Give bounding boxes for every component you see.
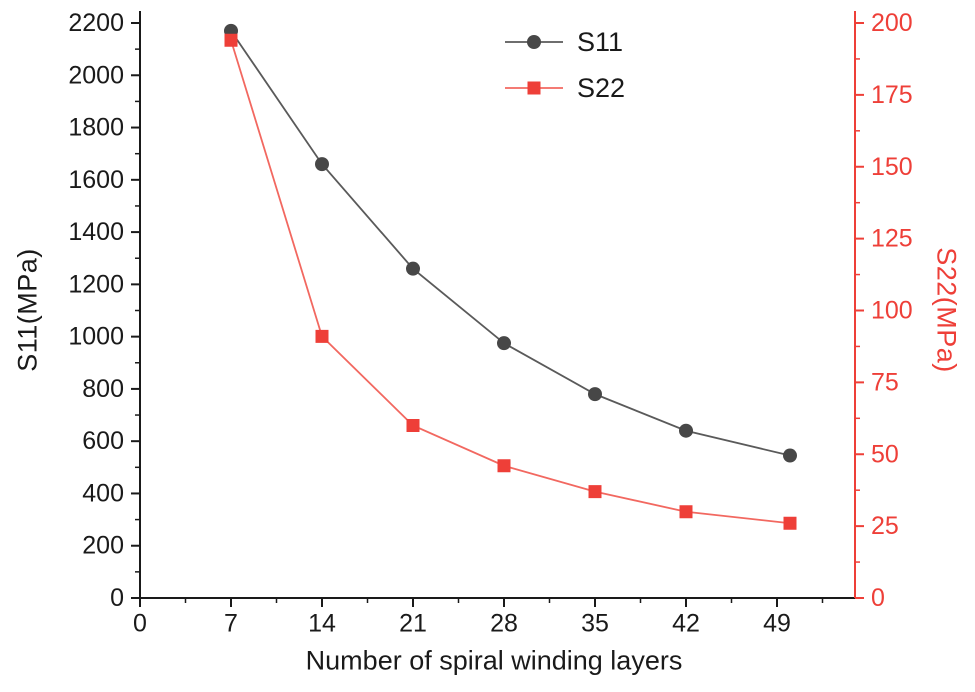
left-tick-label: 1600: [68, 166, 124, 194]
series-line-s22: [230, 39, 791, 525]
data-point-s22: [406, 419, 420, 432]
data-point-s22: [679, 505, 693, 519]
right-tick-label: 125: [871, 225, 913, 253]
data-point-s22: [783, 516, 797, 530]
data-point-s22: [588, 485, 602, 499]
left-tick-label: 600: [82, 427, 124, 455]
x-tick-label: 42: [672, 610, 700, 638]
data-point-s11: [783, 448, 797, 463]
s11-line-circle-marker-icon: [505, 35, 563, 49]
legend-item-s11: S11: [505, 24, 625, 60]
right-tick-label: 150: [871, 153, 913, 181]
data-point-s11: [588, 387, 602, 402]
data-point-s11: [497, 336, 511, 351]
left-tick-label: 1400: [68, 218, 124, 246]
right-tick-label: 25: [871, 512, 899, 540]
x-tick-label: 28: [490, 610, 518, 638]
x-tick-label: 35: [581, 610, 609, 638]
data-point-s11: [315, 157, 329, 172]
x-tick-label: 7: [224, 610, 238, 638]
right-axis-title: S22(MPa): [931, 247, 962, 373]
data-point-s22: [497, 459, 511, 473]
left-tick-label: 200: [82, 532, 124, 560]
legend-label-s22: S22: [577, 72, 626, 103]
legend-item-s22: S22: [505, 70, 625, 106]
legend-label-s11: S11: [577, 26, 624, 57]
left-tick-label: 1200: [68, 270, 124, 298]
x-tick-label: 0: [133, 610, 147, 638]
right-tick-label: 50: [871, 440, 899, 468]
right-tick-label: 75: [871, 368, 899, 396]
legend: S11 S22: [505, 24, 625, 106]
data-point-s22: [315, 329, 329, 343]
right-tick-label: 175: [871, 81, 913, 109]
right-tick-label: 0: [871, 584, 885, 612]
right-tick-label: 100: [871, 297, 913, 325]
s22-line-square-marker-icon: [505, 81, 563, 95]
x-axis-title: Number of spiral winding layers: [305, 645, 683, 676]
x-tick-label: 14: [308, 610, 336, 638]
left-axis-title: S11(MPa): [12, 248, 43, 372]
left-tick-label: 0: [110, 584, 124, 612]
data-point-s11: [679, 423, 693, 438]
left-tick-label: 400: [82, 479, 124, 507]
right-tick-label: 200: [871, 9, 913, 37]
x-tick-label: 21: [399, 610, 427, 638]
left-tick-label: 2200: [68, 9, 124, 37]
data-point-s22: [224, 33, 238, 47]
data-point-s11: [406, 261, 420, 276]
left-tick-label: 800: [82, 375, 124, 403]
x-tick-label: 49: [763, 610, 791, 638]
left-tick-label: 1800: [68, 114, 124, 142]
left-tick-label: 2000: [68, 61, 124, 89]
left-tick-label: 1000: [68, 323, 124, 351]
